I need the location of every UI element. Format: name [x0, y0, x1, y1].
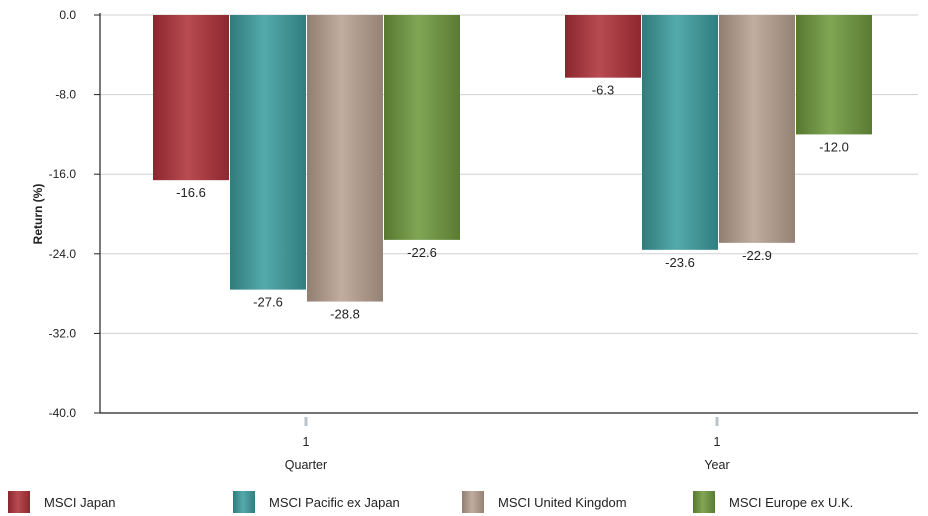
- data-label: -22.9: [742, 248, 772, 263]
- bar: [230, 15, 306, 290]
- y-tick-label: -8.0: [55, 88, 76, 102]
- legend-swatch: [233, 491, 255, 513]
- data-label: -12.0: [819, 139, 849, 154]
- x-tick-mark: [304, 417, 308, 426]
- data-label: -28.8: [330, 307, 360, 322]
- y-tick-label: -32.0: [49, 326, 77, 340]
- data-label: -22.6: [407, 245, 437, 260]
- data-label: -27.6: [253, 295, 283, 310]
- bar: [796, 15, 872, 135]
- legend-label: MSCI Japan: [44, 495, 116, 510]
- x-category-label: Year: [704, 458, 729, 472]
- y-tick-label: -24.0: [49, 247, 77, 261]
- bar: [719, 15, 795, 243]
- y-tick-label: 0.0: [59, 8, 76, 22]
- data-label: -23.6: [665, 255, 695, 270]
- legend-swatch: [693, 491, 715, 513]
- legend-label: MSCI United Kingdom: [498, 495, 627, 510]
- x-tick-label: 1: [303, 435, 310, 449]
- bar: [307, 15, 383, 302]
- legend-swatch: [8, 491, 30, 513]
- bar: [384, 15, 460, 240]
- x-category-label: Quarter: [285, 458, 327, 472]
- legend-label: MSCI Pacific ex Japan: [269, 495, 400, 510]
- x-tick-mark: [715, 417, 719, 426]
- bar: [153, 15, 229, 181]
- legend-label: MSCI Europe ex U.K.: [729, 495, 853, 510]
- y-tick-label: -40.0: [49, 406, 77, 420]
- y-tick-label: -16.0: [49, 167, 77, 181]
- y-axis-title: Return (%): [31, 184, 45, 245]
- legend-swatch: [462, 491, 484, 513]
- bar: [565, 15, 641, 78]
- x-tick-label: 1: [714, 435, 721, 449]
- data-label: -6.3: [592, 83, 614, 98]
- bar: [642, 15, 718, 250]
- data-label: -16.6: [176, 185, 206, 200]
